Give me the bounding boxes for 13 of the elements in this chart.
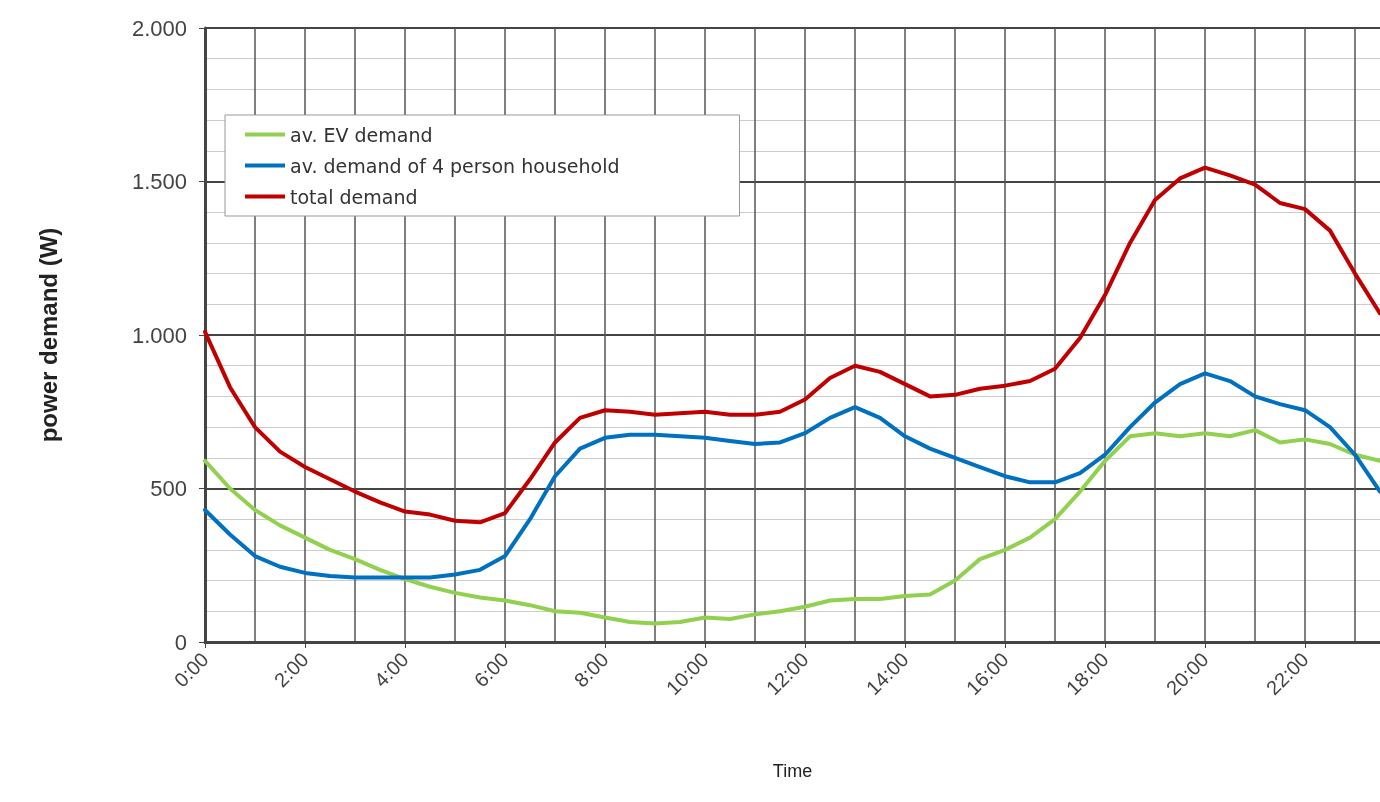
y-axis-title: power demand (W)	[34, 227, 62, 443]
x-tick-label: 8:00	[569, 648, 613, 692]
x-tick-label: 4:00	[369, 648, 413, 692]
y-tick-label: 1.500	[131, 169, 187, 194]
y-tick-label: 1.000	[131, 322, 187, 348]
legend-label: av. EV demand	[290, 123, 433, 146]
legend-label: av. demand of 4 person household	[290, 154, 620, 177]
x-tick-label: 6:00	[469, 648, 513, 692]
y-tick-label: 0	[174, 629, 187, 655]
y-tick-label: 2.000	[131, 15, 187, 41]
y-tick-label: 500	[150, 476, 187, 501]
x-axis-title: Time	[772, 761, 813, 781]
legend-label: total demand	[290, 185, 418, 208]
